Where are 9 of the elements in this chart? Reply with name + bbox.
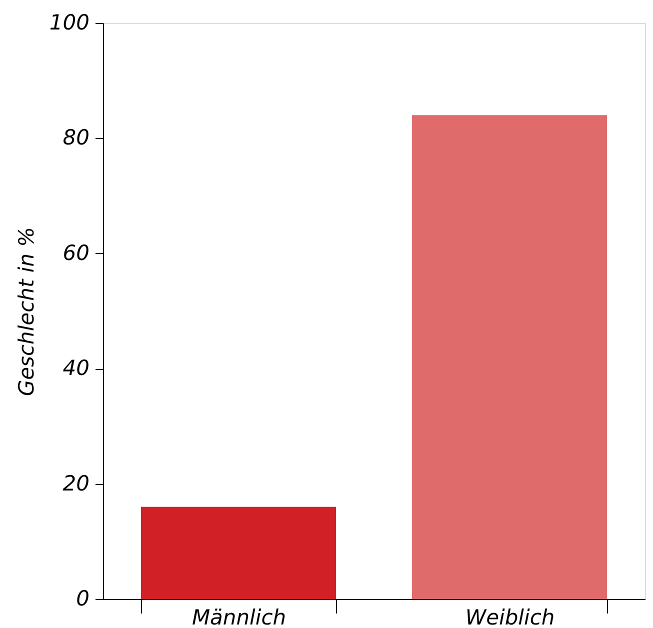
x-tick-label: Männlich bbox=[192, 606, 286, 628]
y-tick-label: 100 bbox=[49, 10, 90, 34]
y-tick-label: 60 bbox=[62, 240, 90, 265]
y-axis-title: Geschlecht in % bbox=[14, 226, 38, 396]
y-tick-label: 80 bbox=[62, 126, 90, 150]
y-tick-label: 20 bbox=[62, 471, 90, 496]
x-tick-label: Weiblich bbox=[465, 606, 555, 628]
y-tick-label: 0 bbox=[76, 586, 90, 610]
y-tick-label: 40 bbox=[62, 356, 90, 380]
